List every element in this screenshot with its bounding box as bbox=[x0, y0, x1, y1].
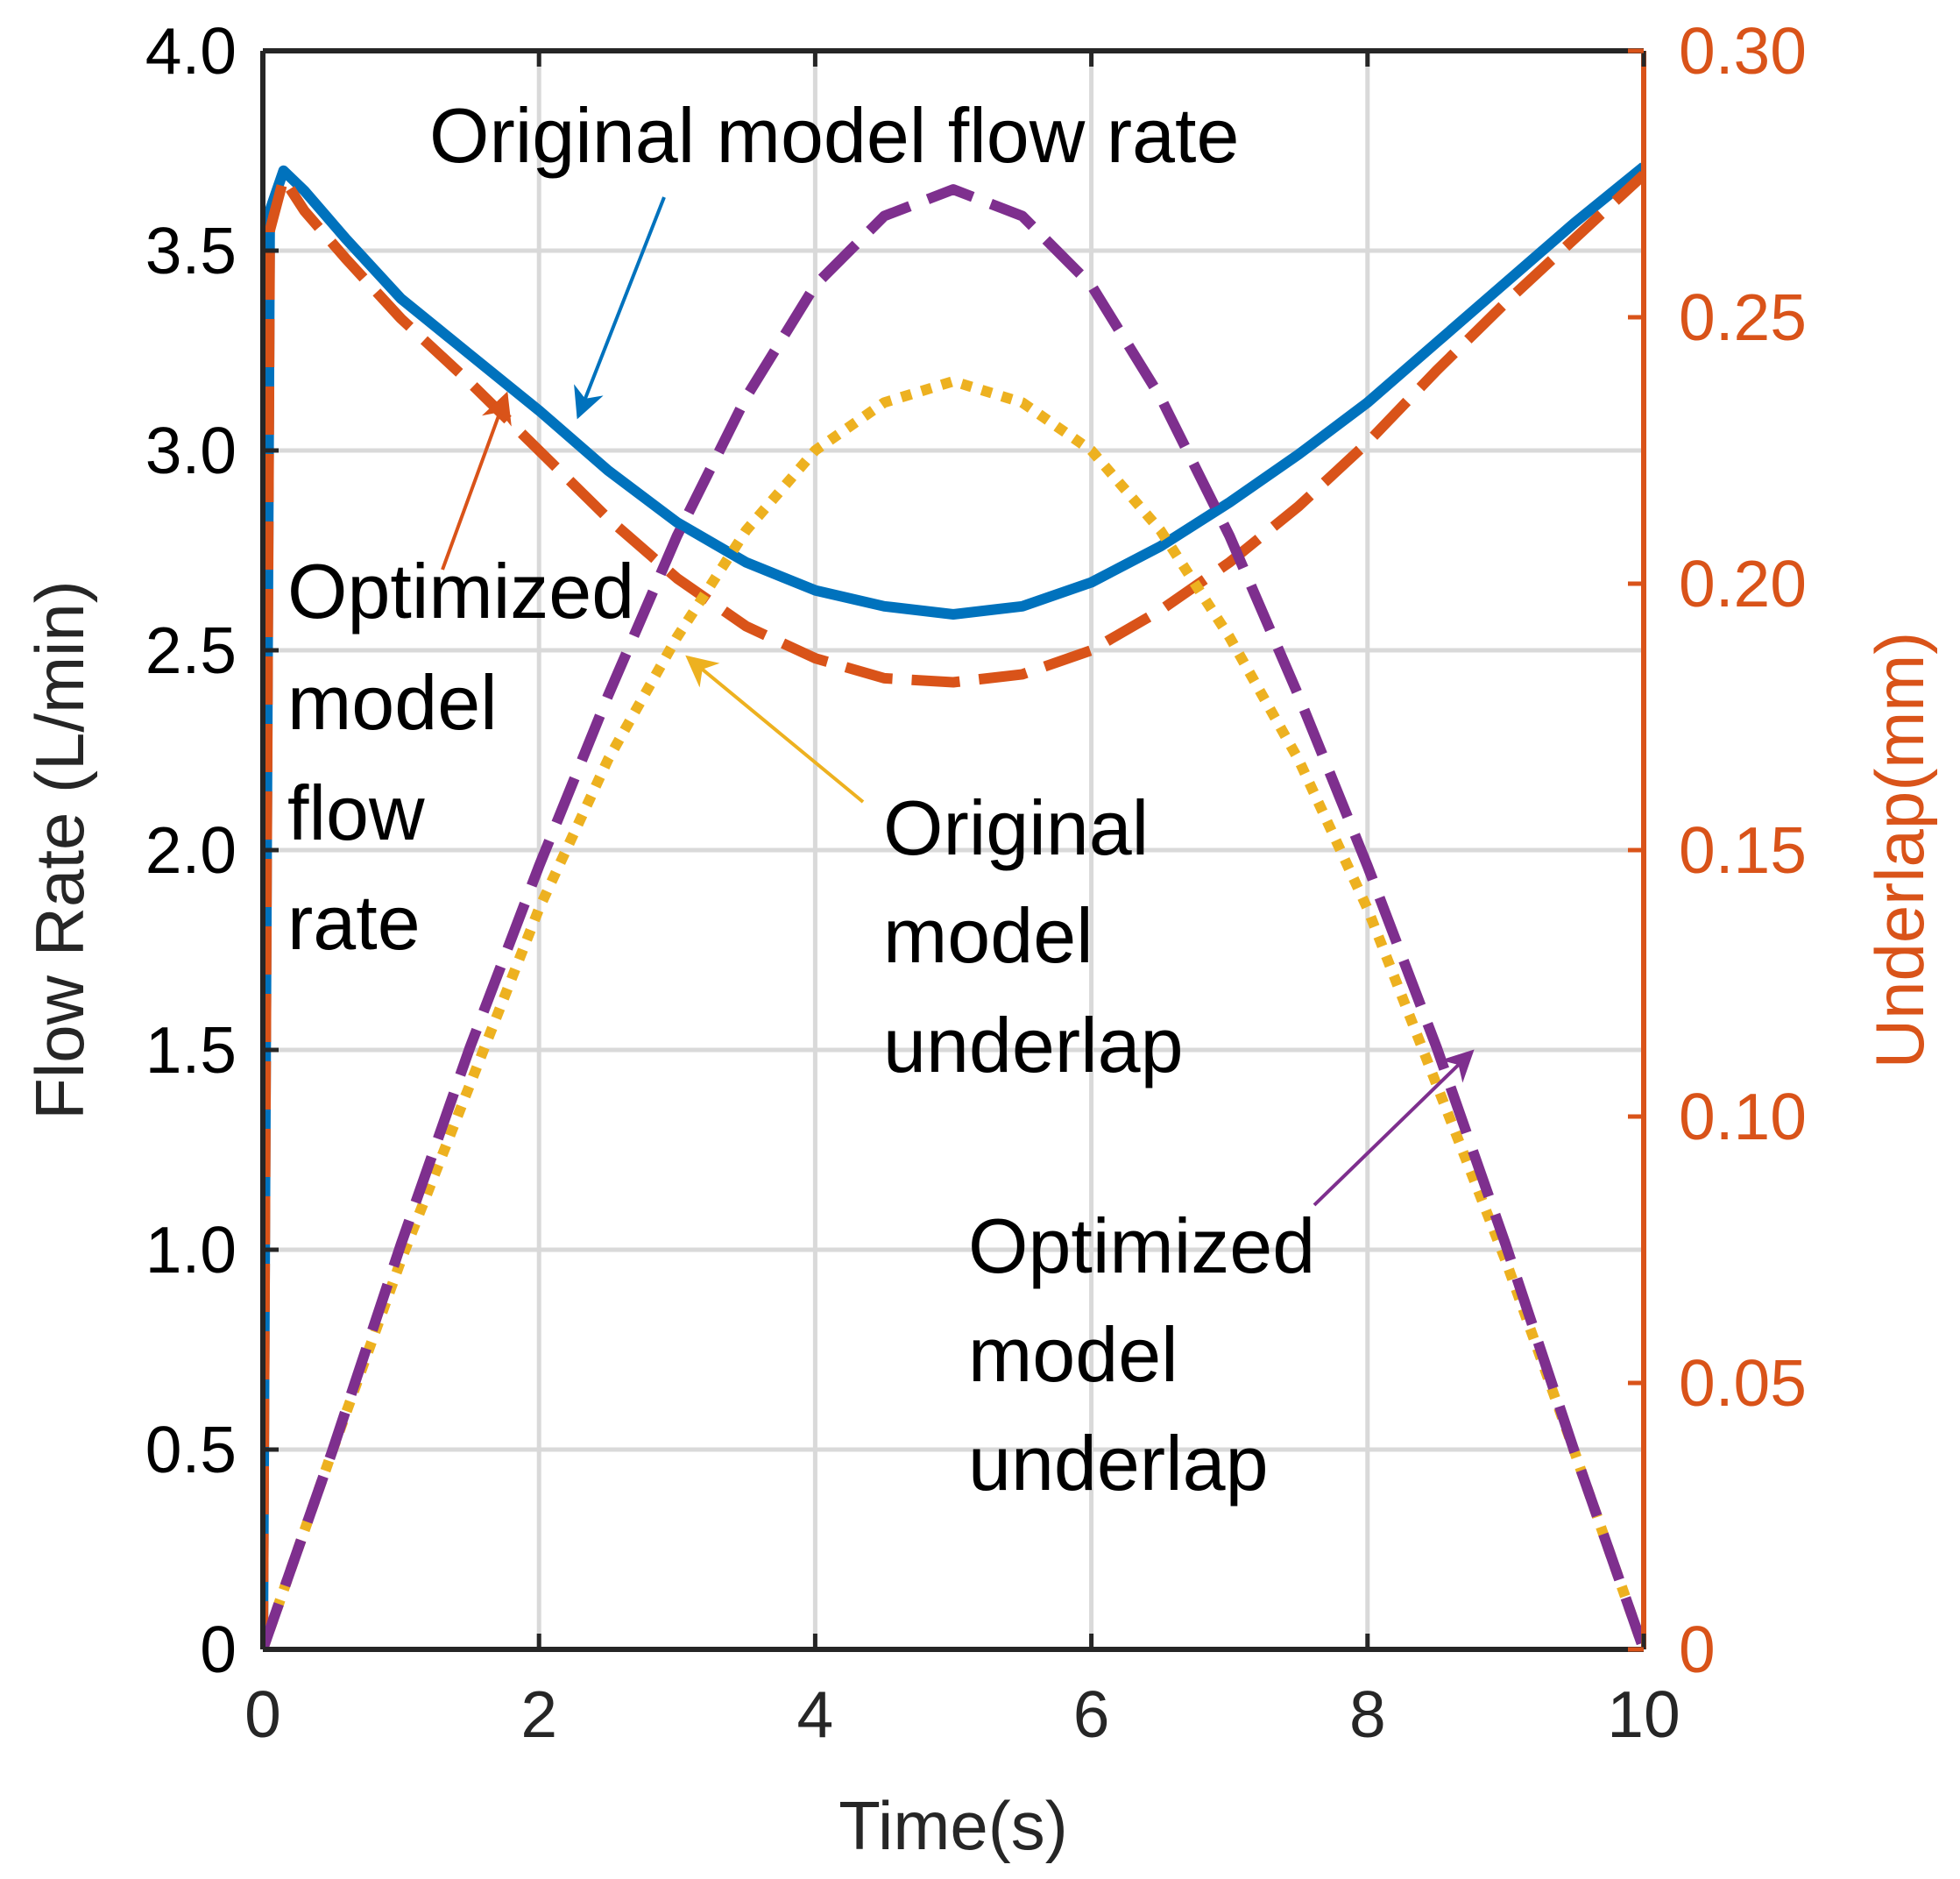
y-tick-label: 3.0 bbox=[145, 414, 237, 487]
annotation-line: underlap bbox=[883, 1002, 1184, 1088]
series-layer bbox=[263, 162, 1644, 1649]
x-tick-label: 2 bbox=[520, 1677, 557, 1751]
annotation-arrow-original-flow-rate bbox=[574, 196, 666, 420]
y-right-tick-label: 0.30 bbox=[1679, 14, 1807, 88]
series-line-optimized-model-underlap bbox=[263, 184, 1644, 1649]
annotation-line: rate bbox=[287, 879, 421, 966]
x-tick-label: 4 bbox=[797, 1677, 834, 1751]
x-tick-label: 8 bbox=[1349, 1677, 1386, 1751]
annotation-optimized-flow-rate: Optimized model flow rate bbox=[287, 548, 656, 966]
y-right-tick-label: 0.15 bbox=[1679, 813, 1807, 887]
annotation-line: Optimized bbox=[287, 548, 634, 635]
y-right-axis-title: Underlap(mm) bbox=[1861, 632, 1938, 1068]
x-tick-label: 10 bbox=[1607, 1677, 1680, 1751]
annotation-arrow-original-underlap bbox=[685, 655, 865, 804]
y-tick-label: 0 bbox=[200, 1613, 237, 1686]
y-tick-label: 0.5 bbox=[145, 1413, 237, 1486]
y-tick-label: 1.5 bbox=[145, 1013, 237, 1087]
annotation-line: Optimized bbox=[968, 1202, 1315, 1289]
x-axis-title: Time(s) bbox=[838, 1787, 1067, 1864]
y-right-tick-label: 0.20 bbox=[1679, 547, 1807, 620]
annotation-line: model bbox=[883, 892, 1093, 979]
annotation-optimized-underlap: Optimized model underlap bbox=[968, 1202, 1337, 1507]
y-right-tick-label: 0.10 bbox=[1679, 1080, 1807, 1153]
annotation-original-underlap: Original model underlap bbox=[883, 784, 1184, 1088]
y-tick-label: 1.0 bbox=[145, 1213, 237, 1287]
x-tick-label: 0 bbox=[244, 1677, 281, 1751]
annotation-line: Original bbox=[883, 784, 1149, 871]
y-axis-title: Flow Rate (L/min) bbox=[21, 580, 98, 1119]
annotation-line: model bbox=[968, 1311, 1178, 1398]
series-line-original-model-flow-rate bbox=[263, 162, 1644, 1649]
y-right-tick-label: 0 bbox=[1679, 1613, 1716, 1686]
annotations: Original model flow rate Optimized model… bbox=[287, 92, 1475, 1507]
y-tick-label: 2.5 bbox=[145, 613, 237, 687]
y-tick-label: 4.0 bbox=[145, 14, 237, 88]
ticks: 0 2 4 6 8 1000.51.01.52.02.53.03.54.000.050.1… bbox=[145, 14, 1807, 1751]
annotation-original-flow-rate: Original model flow rate bbox=[429, 92, 1239, 179]
x-tick-label: 6 bbox=[1073, 1677, 1110, 1751]
y-right-tick-label: 0.05 bbox=[1679, 1346, 1807, 1420]
y-tick-label: 2.0 bbox=[145, 813, 237, 887]
annotation-line: flow bbox=[287, 769, 425, 856]
y-tick-label: 3.5 bbox=[145, 214, 237, 287]
annotation-line: model bbox=[287, 659, 498, 746]
annotation-arrow-optimized-underlap bbox=[1313, 1049, 1475, 1207]
annotation-arrow-optimized-flow-rate bbox=[441, 391, 512, 571]
annotation-line: Original model flow rate bbox=[429, 92, 1239, 179]
y-right-tick-label: 0.25 bbox=[1679, 280, 1807, 354]
series-line-optimized-model-flow-rate bbox=[263, 170, 1644, 1649]
annotation-line: underlap bbox=[968, 1420, 1269, 1507]
